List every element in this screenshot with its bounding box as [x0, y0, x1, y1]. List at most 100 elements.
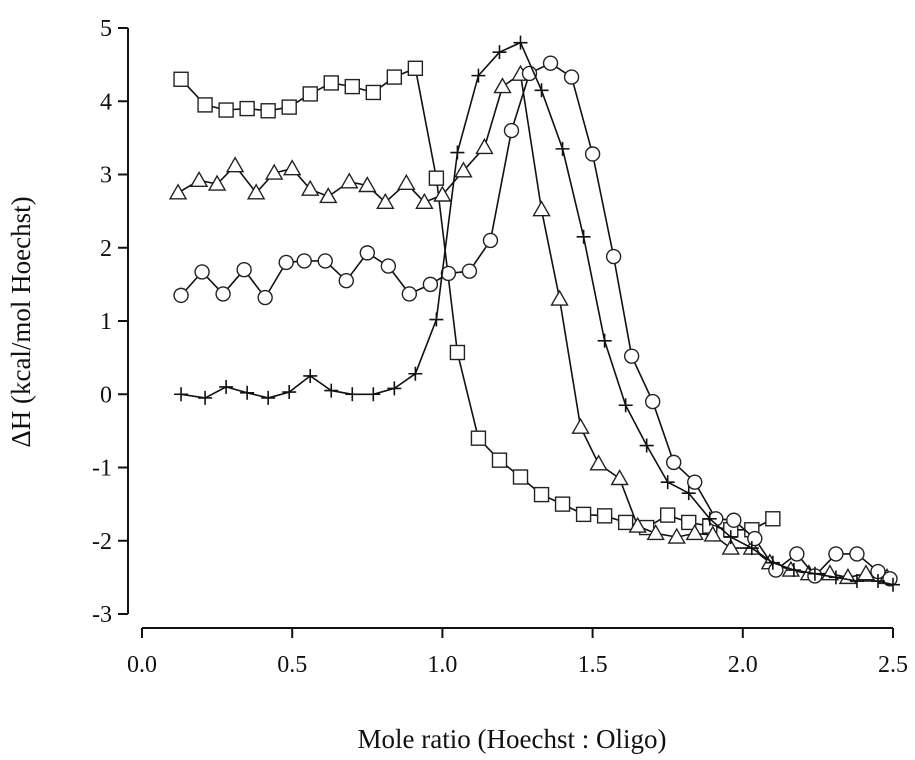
data-point-triangle	[358, 176, 377, 193]
data-point-plus	[660, 475, 675, 490]
data-point-triangle	[225, 156, 245, 173]
data-point-plus	[555, 141, 570, 156]
data-point-circle	[542, 55, 559, 71]
series-line-plus	[180, 41, 894, 586]
data-point-square	[344, 78, 360, 95]
data-point-square	[407, 60, 424, 76]
data-point-square	[302, 86, 318, 102]
data-point-plus	[886, 577, 900, 592]
data-point-triangle	[415, 192, 434, 210]
data-point-square	[218, 102, 234, 118]
axes	[127, 28, 893, 629]
data-point-square	[239, 100, 255, 117]
data-point-triangle	[628, 516, 647, 533]
data-point-square	[281, 99, 297, 115]
data-point-circle	[726, 512, 742, 528]
y-tick-label: 5	[100, 16, 112, 42]
data-point-plus	[261, 390, 276, 405]
data-point-triangle	[433, 185, 452, 202]
y-tick-label: 2	[100, 236, 112, 262]
data-point-triangle	[856, 564, 876, 581]
data-point-plus	[723, 530, 738, 545]
data-point-plus	[597, 333, 612, 348]
data-point-square	[365, 84, 382, 101]
data-point-triangle	[301, 179, 320, 196]
data-point-triangle	[646, 524, 665, 541]
data-point-circle	[563, 69, 580, 85]
data-point-plus	[429, 312, 444, 327]
data-point-plus	[807, 566, 822, 581]
data-point-square	[660, 507, 676, 523]
data-point-triangle	[376, 192, 395, 210]
data-point-plus	[618, 398, 633, 413]
data-point-triangle	[282, 159, 302, 176]
data-point-plus	[639, 438, 654, 453]
data-point-plus	[744, 541, 759, 556]
data-point-plus	[282, 385, 297, 400]
data-point-plus	[174, 387, 189, 402]
data-point-circle	[687, 474, 703, 490]
data-point-square	[596, 508, 613, 524]
data-point-plus	[240, 385, 255, 400]
x-tick-label: 1.5	[578, 652, 608, 678]
y-tick-label: -2	[92, 529, 112, 555]
data-point-plus	[765, 555, 780, 570]
data-point-plus	[366, 387, 381, 402]
data-point-circle	[257, 289, 273, 306]
data-point-circle	[789, 546, 805, 562]
series-plus	[174, 35, 900, 592]
x-tick-label: 1.0	[427, 652, 457, 678]
data-point-circle	[461, 263, 478, 279]
data-point-circle	[849, 546, 865, 562]
data-point-triangle	[264, 163, 284, 180]
y-tick-label: 0	[100, 382, 112, 408]
data-point-triangle	[685, 524, 704, 541]
data-point-circle	[605, 248, 622, 265]
data-point-plus	[786, 563, 801, 578]
data-point-plus	[870, 574, 885, 589]
data-point-triangle	[532, 200, 551, 217]
data-point-triangle	[589, 454, 608, 471]
series-triangle	[168, 64, 897, 585]
series-line-triangle	[177, 72, 888, 579]
data-point-circle	[666, 454, 682, 471]
data-point-circle	[644, 393, 661, 410]
data-point-plus	[345, 387, 360, 402]
x-tick-label: 0.5	[277, 652, 307, 678]
data-point-square	[617, 514, 634, 531]
data-point-square	[470, 430, 487, 446]
data-point-triangle	[493, 77, 512, 94]
data-point-plus	[849, 574, 864, 589]
data-point-plus	[576, 229, 591, 244]
data-point-square	[491, 452, 508, 468]
data-point-square	[323, 75, 339, 91]
data-point-triangle	[340, 172, 359, 189]
data-point-square	[512, 469, 529, 485]
data-point-plus	[828, 570, 843, 585]
data-point-plus	[513, 35, 528, 50]
data-point-triangle	[703, 525, 722, 542]
data-point-circle	[482, 232, 499, 249]
data-point-triangle	[454, 161, 473, 178]
data-point-square	[449, 344, 466, 361]
data-point-circle	[503, 122, 520, 139]
data-point-circle	[194, 264, 210, 280]
series-square	[173, 60, 781, 538]
data-point-circle	[422, 276, 439, 293]
y-tick-label: 3	[100, 163, 112, 189]
data-point-triangle	[246, 183, 266, 200]
data-point-triangle	[207, 174, 227, 191]
data-point-plus	[324, 383, 339, 398]
data-point-plus	[471, 68, 486, 83]
data-point-circle	[380, 258, 397, 274]
data-point-circle	[338, 273, 354, 289]
data-point-square	[173, 71, 189, 87]
x-axis-title: Mole ratio (Hoechst : Oligo)	[358, 724, 667, 754]
data-point-triangle	[168, 183, 188, 200]
data-point-circle	[828, 546, 844, 562]
data-point-triangle	[397, 173, 416, 190]
data-point-plus	[450, 145, 465, 160]
y-tick-label: 1	[100, 309, 112, 335]
y-tick-label: 4	[100, 89, 112, 115]
